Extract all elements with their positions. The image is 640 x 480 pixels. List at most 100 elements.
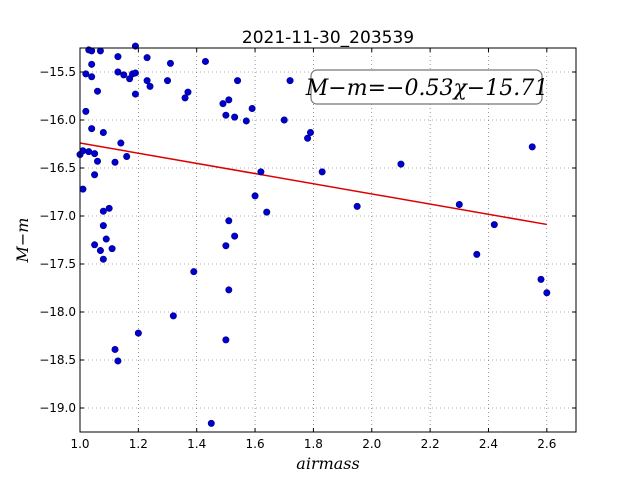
y-tick-label: −19.0	[39, 401, 76, 415]
grid	[79, 48, 576, 432]
data-point	[88, 60, 96, 68]
data-point	[257, 168, 265, 176]
x-axis-ticks: 1.0 1.2 1.4 1.6 1.8 2.0 2.2 2.4 2.6	[70, 48, 556, 451]
data-point	[120, 71, 128, 79]
data-point	[114, 357, 122, 365]
data-point	[304, 134, 312, 142]
data-point	[190, 268, 198, 276]
data-point	[99, 207, 107, 215]
data-point	[143, 54, 151, 62]
data-point	[490, 221, 498, 229]
data-point	[99, 222, 107, 230]
data-point	[242, 117, 250, 125]
data-point	[94, 157, 102, 165]
x-tick-label: 2.6	[537, 437, 556, 451]
data-point	[528, 143, 536, 151]
data-point	[543, 289, 551, 297]
data-point	[102, 235, 110, 243]
data-point	[114, 53, 122, 61]
data-point	[108, 245, 116, 253]
data-point	[222, 111, 230, 119]
fit-layer	[79, 142, 547, 226]
x-tick-label: 1.4	[187, 437, 206, 451]
data-point	[222, 336, 230, 344]
data-point	[248, 104, 256, 112]
data-point	[318, 168, 326, 176]
x-tick-label: 1.2	[129, 437, 148, 451]
data-point	[117, 139, 125, 147]
data-point	[134, 329, 142, 337]
fit-equation-box: M−m=−0.53χ−15.71	[305, 69, 548, 105]
x-tick-label: 1.0	[70, 437, 89, 451]
x-tick-label: 1.6	[246, 437, 265, 451]
data-point	[146, 82, 154, 90]
data-point	[219, 100, 227, 108]
data-point	[207, 419, 215, 427]
data-point	[222, 242, 230, 250]
data-point	[184, 88, 192, 96]
y-tick-label: −17.5	[39, 257, 76, 271]
data-point	[164, 77, 172, 85]
fit-equation-label: M−m=−0.53χ−15.71	[305, 76, 548, 101]
data-point	[231, 232, 239, 240]
y-tick-label: −18.5	[39, 353, 76, 367]
x-axis-label: airmass	[296, 454, 359, 473]
data-point	[111, 345, 119, 353]
data-point	[225, 96, 233, 104]
data-point	[85, 148, 93, 156]
data-point	[99, 255, 107, 263]
data-point	[251, 192, 259, 200]
data-point	[131, 69, 139, 77]
data-point	[280, 116, 288, 124]
data-point	[96, 47, 104, 55]
equation-box-frame	[310, 69, 543, 105]
data-point	[306, 128, 314, 136]
data-point	[231, 113, 239, 121]
data-point	[353, 202, 361, 210]
fit-line	[79, 142, 547, 226]
data-point	[105, 204, 113, 212]
y-tick-label: −16.5	[39, 161, 76, 175]
data-point	[82, 107, 90, 115]
data-point	[397, 160, 405, 168]
data-point	[234, 77, 242, 85]
chart-title: 2021-11-30_203539	[242, 28, 414, 48]
data-point	[225, 286, 233, 294]
data-point	[263, 208, 271, 216]
data-point	[99, 128, 107, 136]
data-point	[91, 150, 99, 158]
data-point	[143, 77, 151, 85]
data-point	[473, 250, 481, 258]
data-point	[225, 217, 233, 225]
data-point	[79, 185, 87, 193]
x-tick-label: 2.0	[362, 437, 381, 451]
x-tick-label: 1.8	[304, 437, 323, 451]
data-point	[201, 57, 209, 65]
data-point	[88, 73, 96, 81]
data-point	[166, 59, 174, 67]
data-point	[96, 247, 104, 255]
x-tick-label: 2.4	[479, 437, 498, 451]
data-point	[94, 87, 102, 95]
data-point	[537, 275, 545, 283]
data-point	[111, 158, 119, 166]
y-tick-label: −15.5	[39, 65, 76, 79]
data-point	[88, 47, 96, 55]
data-point	[88, 125, 96, 133]
data-point	[114, 68, 122, 76]
y-axis-label: M−m	[13, 218, 32, 264]
y-tick-label: −16.0	[39, 113, 76, 127]
data-point	[455, 200, 463, 208]
plot-frame	[79, 47, 577, 433]
data-point	[169, 312, 177, 320]
data-point	[82, 70, 90, 78]
data-point	[123, 152, 131, 160]
data-point	[91, 241, 99, 249]
data-point	[91, 171, 99, 179]
data-point	[286, 77, 294, 85]
data-point	[181, 94, 189, 102]
y-axis-ticks: −15.5 −16.0 −16.5 −17.0 −17.5 −18.0 −18.5 −19.0	[39, 65, 576, 415]
y-tick-label: −18.0	[39, 305, 76, 319]
x-tick-label: 2.2	[421, 437, 440, 451]
